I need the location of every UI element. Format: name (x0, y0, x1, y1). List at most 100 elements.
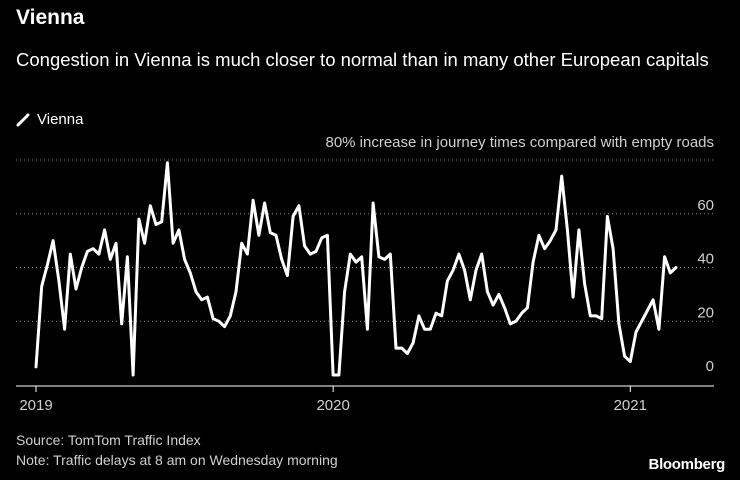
data-point (349, 252, 352, 256)
data-point (406, 352, 409, 355)
data-point (51, 239, 55, 242)
data-point (497, 293, 501, 296)
data-point (411, 341, 415, 344)
data-point (274, 234, 278, 237)
data-point (509, 322, 512, 326)
data-point (103, 228, 106, 232)
y-tick-label-0: 0 (706, 358, 714, 375)
data-point (217, 320, 221, 323)
data-point (86, 250, 89, 253)
data-point (503, 306, 506, 310)
x-tick-label-2021: 2021 (614, 397, 647, 414)
data-point (434, 311, 438, 315)
data-point (309, 252, 312, 256)
data-point (57, 279, 61, 283)
data-point (343, 290, 346, 293)
data-point (451, 268, 455, 272)
data-point (371, 201, 375, 205)
data-point (560, 174, 563, 178)
data-point (126, 255, 129, 258)
data-point (109, 258, 112, 261)
data-point (554, 228, 558, 232)
data-point (651, 298, 655, 301)
data-point (154, 223, 158, 226)
data-point (263, 201, 266, 205)
data-point (440, 314, 443, 318)
data-point (257, 234, 261, 237)
data-point (69, 252, 72, 256)
data-point (314, 250, 318, 253)
data-point (331, 373, 335, 377)
data-point (143, 242, 146, 245)
data-point (520, 311, 523, 315)
data-point (229, 314, 232, 318)
data-point (600, 317, 603, 320)
data-point (177, 228, 181, 232)
legend-line-swatch-icon (16, 113, 30, 126)
y-tick-label-40: 40 (697, 251, 714, 268)
data-point (429, 328, 432, 331)
data-point (577, 228, 581, 232)
chart-title: Vienna (16, 6, 85, 29)
data-point (549, 239, 552, 242)
legend: Vienna (16, 111, 83, 128)
data-point (131, 373, 135, 377)
data-point (320, 236, 323, 240)
legend-label: Vienna (37, 111, 84, 128)
data-point (326, 234, 329, 237)
data-point (297, 204, 301, 207)
footnote: Note: Traffic delays at 8 am on Wednesda… (16, 452, 338, 468)
y-tick-label-60: 60 (697, 197, 714, 214)
data-point (469, 298, 472, 301)
data-point (480, 252, 483, 256)
data-point (194, 290, 198, 293)
data-point (211, 317, 215, 320)
data-point (394, 346, 398, 350)
data-point (486, 290, 489, 293)
data-point (446, 279, 449, 283)
data-point (377, 255, 381, 258)
data-point (183, 258, 186, 261)
bloomberg-logo: Bloomberg (648, 456, 726, 473)
data-point (543, 247, 546, 250)
data-point (234, 290, 238, 293)
data-point (149, 204, 152, 207)
data-point (526, 306, 529, 310)
data-point (354, 260, 358, 264)
data-point (74, 287, 78, 291)
data-point (337, 373, 341, 377)
data-point (674, 266, 678, 269)
data-point (383, 258, 386, 261)
source-note: Source: TomTom Traffic Index (16, 432, 201, 448)
data-point (137, 217, 141, 221)
data-point (97, 252, 101, 256)
y-tick-label-20: 20 (697, 304, 714, 321)
data-point (160, 220, 163, 224)
data-point (657, 328, 661, 331)
x-tick-label-2020: 2020 (316, 397, 349, 414)
data-point (114, 242, 118, 245)
data-point (589, 314, 592, 318)
data-point (491, 303, 495, 307)
series-line-vienna (34, 161, 678, 377)
data-point (91, 247, 95, 250)
data-point (617, 322, 621, 326)
data-point (246, 252, 249, 256)
data-point (594, 314, 598, 318)
data-point (303, 244, 306, 248)
x-tick-label-2019: 2019 (19, 397, 52, 414)
data-point (280, 258, 283, 261)
data-point (611, 247, 615, 250)
data-point (583, 282, 586, 285)
data-point (46, 263, 49, 267)
data-point (206, 295, 209, 299)
data-point (537, 234, 541, 237)
data-point (120, 322, 123, 326)
data-point (251, 199, 255, 202)
chart-subtitle: Congestion in Vienna is much closer to n… (16, 49, 709, 70)
data-point (63, 328, 66, 331)
data-point (566, 228, 569, 232)
data-point (417, 314, 421, 318)
data-point (646, 309, 649, 312)
